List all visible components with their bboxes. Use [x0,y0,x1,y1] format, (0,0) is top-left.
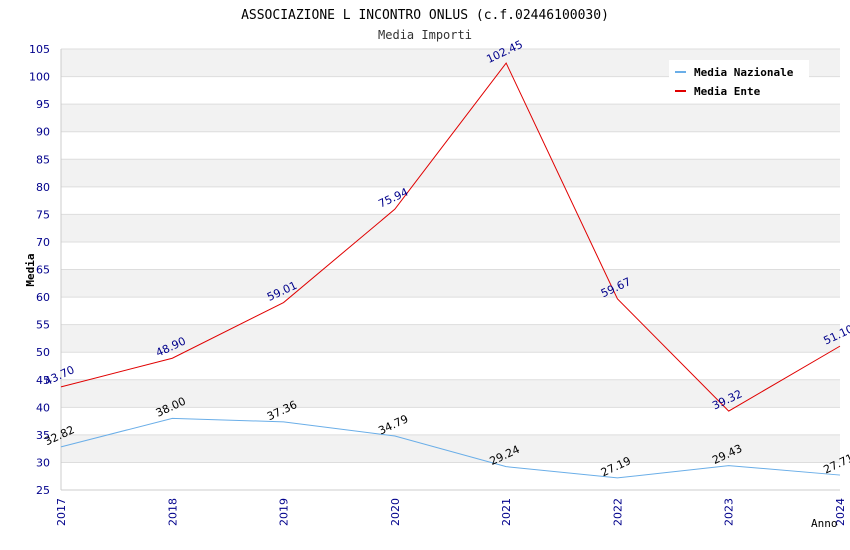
y-tick-label: 55 [36,319,50,332]
y-tick-label: 80 [36,181,50,194]
x-tick-label: 2018 [166,498,179,526]
y-tick-label: 75 [36,208,50,221]
grid-band [61,324,840,353]
grid-band [61,241,840,270]
y-tick-label: 50 [36,346,50,359]
legend: Media Nazionale Media Ente [669,60,809,102]
grid-band [61,462,840,490]
y-tick-label: 85 [36,153,50,166]
y-tick-label: 30 [36,456,50,469]
x-tick-label: 2021 [500,498,513,526]
grid-band [61,297,840,325]
y-tick-label: 105 [29,43,50,56]
y-tick-label: 100 [29,71,50,84]
y-tick-label: 35 [36,429,50,442]
y-tick-label: 40 [36,401,50,414]
x-axis-label: Anno [811,517,838,530]
grid-band [61,214,840,242]
series-line-1 [60,417,841,479]
x-tick-label: 2023 [723,498,736,526]
legend-label: Media Nazionale [694,66,794,79]
y-tick-label: 65 [36,264,50,277]
x-axis-ticks: 2017 2018 2019 2020 2021 2022 2023 2024 [55,498,847,526]
y-tick-label: 60 [36,291,50,304]
chart-subtitle: Media Importi [378,28,472,42]
grid-band [61,407,840,435]
x-tick-label: 2024 [834,498,847,526]
grid-band [61,159,840,187]
grid-band [61,186,840,215]
grid-bands [61,48,840,491]
x-tick-label: 2017 [55,498,68,526]
grid-band [61,104,840,132]
y-tick-label: 90 [36,126,50,139]
chart-title: ASSOCIAZIONE L INCONTRO ONLUS (c.f.02446… [241,8,609,23]
grid-band [61,352,840,380]
y-axis-ticks: 25 30 35 40 45 50 55 60 65 70 75 80 85 90 95 100 105 [29,43,50,497]
legend-label: Media Ente [694,85,761,98]
y-tick-label: 45 [36,374,50,387]
y-axis-label: Media [24,253,37,286]
grid-band [61,434,840,463]
x-tick-label: 2020 [389,498,402,526]
series-line-2 [60,62,841,412]
x-tick-label: 2022 [611,498,624,526]
y-tick-label: 95 [36,98,50,111]
grid-band [61,379,840,408]
legend-box [669,60,809,102]
grid-band [61,269,840,298]
y-tick-label: 25 [36,484,50,497]
y-tick-label: 70 [36,236,50,249]
x-tick-label: 2019 [278,498,291,526]
series-lines [60,62,841,479]
